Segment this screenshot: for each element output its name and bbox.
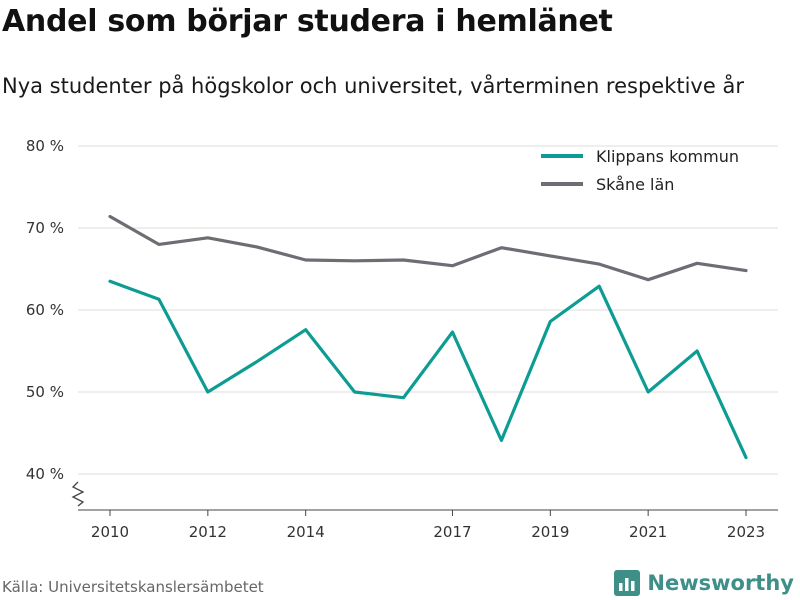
y-tick-label: 50 %	[26, 383, 64, 401]
axis-break-icon	[71, 481, 85, 507]
chart-subtitle: Nya studenter på högskolor och universit…	[2, 74, 744, 98]
x-tick-label: 2010	[91, 523, 129, 541]
chart-title: Andel som börjar studera i hemlänet	[2, 4, 613, 39]
x-tick-label: 2017	[433, 523, 471, 541]
x-tick-label: 2012	[189, 523, 227, 541]
x-tick-label: 2023	[727, 523, 765, 541]
legend-label: Skåne län	[596, 175, 674, 194]
y-tick-label: 70 %	[26, 219, 64, 237]
legend-label: Klippans kommun	[596, 147, 739, 166]
y-tick-label: 80 %	[26, 137, 64, 155]
x-tick-label: 2019	[531, 523, 569, 541]
source-note: Källa: Universitetskanslersämbetet	[2, 578, 264, 596]
axes: 40 % 50 % 60 % 70 % 80 % 2010 2012 2014 2017 2019…	[26, 137, 778, 541]
y-tick-label: 60 %	[26, 301, 64, 319]
series-line	[108, 279, 748, 460]
series-lines	[108, 214, 748, 460]
bar-chart-logo-icon	[614, 570, 641, 596]
brand-logo[interactable]: Newsworthy	[614, 570, 794, 596]
brand-name: Newsworthy	[647, 571, 794, 595]
gridlines	[78, 145, 778, 475]
y-tick-label: 40 %	[26, 465, 64, 483]
legend: Klippans kommun Skåne län	[541, 147, 739, 194]
x-tick-label: 2021	[629, 523, 667, 541]
x-tick-label: 2014	[287, 523, 325, 541]
series-line	[108, 214, 748, 282]
